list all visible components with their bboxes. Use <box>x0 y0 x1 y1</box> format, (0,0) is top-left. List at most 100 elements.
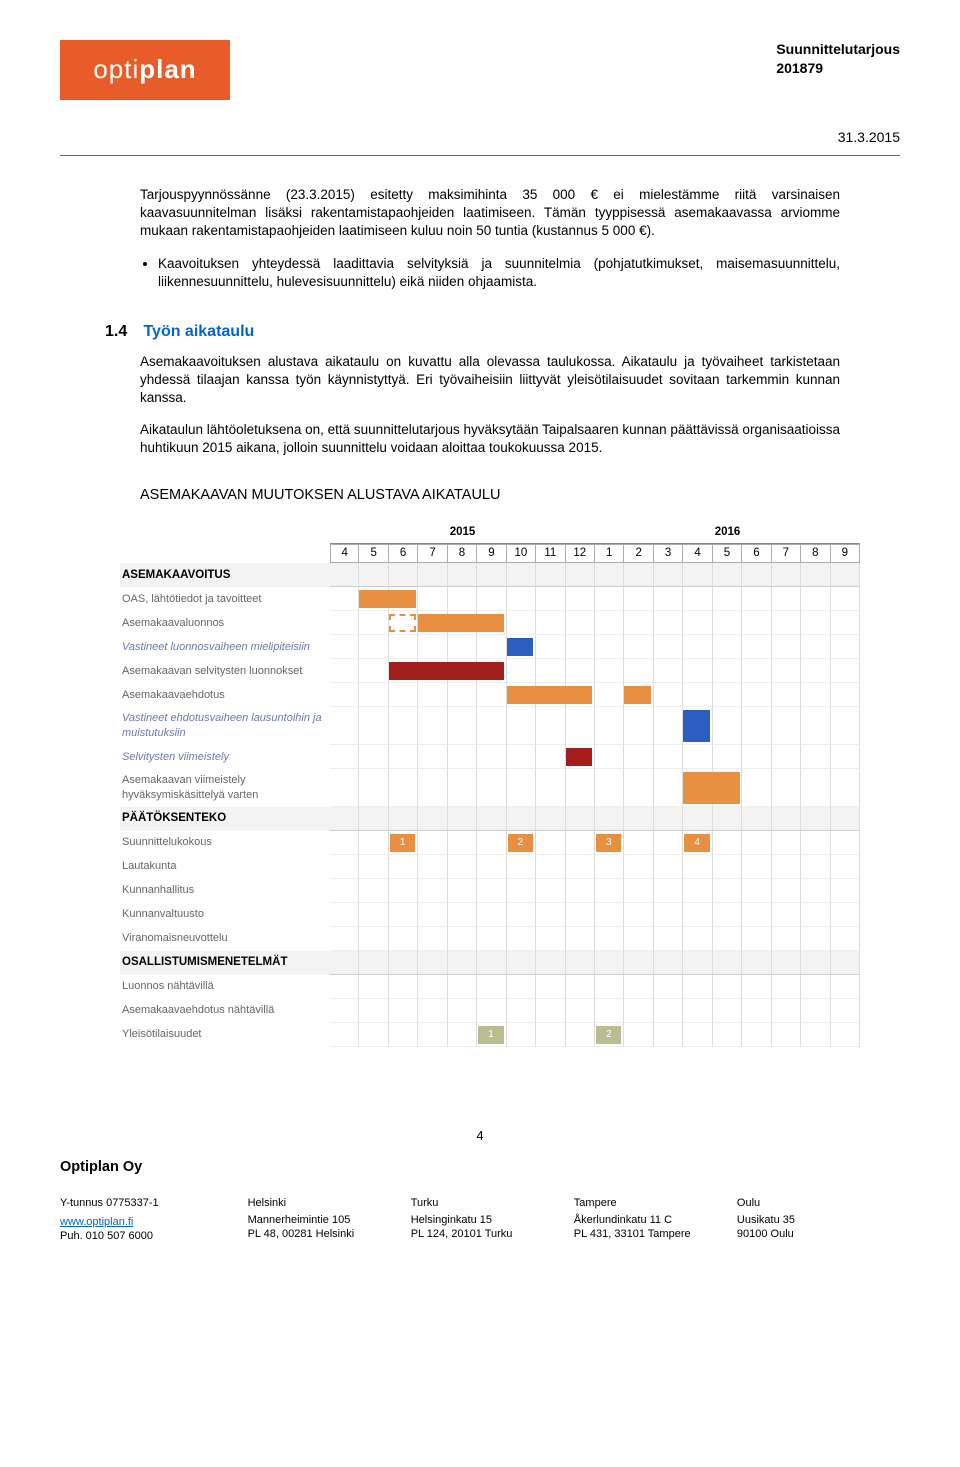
gantt-month: 7 <box>772 544 801 564</box>
gantt-bar <box>389 662 504 680</box>
gantt-row: Lautakunta <box>120 855 860 879</box>
gantt-row-label: Yleisötilaisuudet <box>120 1023 330 1047</box>
gantt-bar <box>566 748 593 766</box>
gantt-row: Kunnanvaltuusto <box>120 903 860 927</box>
gantt-month: 9 <box>477 544 506 564</box>
section-heading: 1.4 Työn aikataulu <box>105 321 900 343</box>
bullet-item: Kaavoituksen yhteydessä laadittavia selv… <box>158 255 840 291</box>
page-header: optiplan Suunnittelutarjous 201879 31.3.… <box>60 40 900 156</box>
gantt-month: 9 <box>831 544 860 564</box>
office-addr1: Åkerlundinkatu 11 C <box>574 1213 737 1228</box>
office-col: Tampere Åkerlundinkatu 11 C PL 431, 3310… <box>574 1196 737 1245</box>
company-info-col: Y-tunnus 0775337-1 www.optiplan.fi Puh. … <box>60 1196 248 1245</box>
gantt-milestone: 2 <box>508 834 533 852</box>
logo-text-bold: plan <box>139 52 196 87</box>
gantt-row-label: Kunnanhallitus <box>120 879 330 903</box>
gantt-title: ASEMAKAAVAN MUUTOKSEN ALUSTAVA AIKATAULU <box>140 486 900 506</box>
office-addr1: Helsinginkatu 15 <box>411 1213 574 1228</box>
office-addr2: PL 124, 20101 Turku <box>411 1227 574 1242</box>
gantt-bar <box>624 686 651 704</box>
office-city: Helsinki <box>248 1196 411 1211</box>
office-col: Turku Helsinginkatu 15 PL 124, 20101 Tur… <box>411 1196 574 1245</box>
section-body: Asemakaavoituksen alustava aikataulu on … <box>140 353 840 458</box>
gantt-section-title: OSALLISTUMISMENETELMÄT <box>120 951 330 975</box>
gantt-year: 2016 <box>595 523 860 543</box>
gantt-month: 8 <box>448 544 477 564</box>
bullet-list: Kaavoituksen yhteydessä laadittavia selv… <box>158 255 840 291</box>
gantt-milestone: 1 <box>478 1026 503 1044</box>
office-col: Helsinki Mannerheimintie 105 PL 48, 0028… <box>248 1196 411 1245</box>
offices-block: Y-tunnus 0775337-1 www.optiplan.fi Puh. … <box>60 1196 900 1245</box>
company-name: Optiplan Oy <box>60 1158 900 1178</box>
office-addr2: PL 48, 00281 Helsinki <box>248 1227 411 1242</box>
gantt-row-label: Selvitysten viimeistely <box>120 745 330 769</box>
gantt-row-label: Asemakaavaluonnos <box>120 611 330 635</box>
gantt-month: 8 <box>801 544 830 564</box>
gantt-row-label: Luonnos nähtävillä <box>120 975 330 999</box>
doc-number: 201879 <box>776 59 900 78</box>
office-city: Tampere <box>574 1196 737 1211</box>
gantt-row: Asemakaavaluonnos <box>120 611 860 635</box>
gantt-row: OAS, lähtötiedot ja tavoitteet <box>120 587 860 611</box>
office-city: Turku <box>411 1196 574 1211</box>
gantt-row-label: Asemakaavan selvitysten luonnokset <box>120 659 330 683</box>
gantt-row: Yleisötilaisuudet12 <box>120 1023 860 1047</box>
logo: optiplan <box>60 40 230 100</box>
phone: Puh. 010 507 6000 <box>60 1229 248 1244</box>
office-col: Oulu Uusikatu 35 90100 Oulu <box>737 1196 900 1245</box>
gantt-row: Luonnos nähtävillä <box>120 975 860 999</box>
gantt-month: 1 <box>595 544 624 564</box>
gantt-row-label: Asemakaavaehdotus <box>120 683 330 707</box>
doc-title: Suunnittelutarjous <box>776 40 900 59</box>
gantt-section-title: PÄÄTÖKSENTEKO <box>120 807 330 831</box>
gantt-row-label: Asemakaavaehdotus nähtävillä <box>120 999 330 1023</box>
gantt-month: 4 <box>683 544 712 564</box>
gantt-row: Asemakaavaehdotus <box>120 683 860 707</box>
gantt-month: 10 <box>507 544 536 564</box>
gantt-bar <box>683 710 710 742</box>
gantt-row: Selvitysten viimeistely <box>120 745 860 769</box>
gantt-month: 6 <box>742 544 771 564</box>
gantt-bar <box>359 590 415 608</box>
gantt-milestone: 4 <box>684 834 709 852</box>
office-city: Oulu <box>737 1196 900 1211</box>
section-number: 1.4 <box>105 321 139 343</box>
gantt-milestone: 3 <box>596 834 621 852</box>
gantt-row: Suunnittelukokous 1 2 3 4 <box>120 831 860 855</box>
gantt-section-head: PÄÄTÖKSENTEKO <box>120 807 860 831</box>
gantt-month: 4 <box>330 544 359 564</box>
body-text: Tarjouspyynnössänne (23.3.2015) esitetty… <box>140 186 840 291</box>
gantt-month: 7 <box>418 544 447 564</box>
website-link[interactable]: www.optiplan.fi <box>60 1216 133 1228</box>
gantt-month: 2 <box>624 544 653 564</box>
section-title: Työn aikataulu <box>143 323 254 340</box>
doc-meta: Suunnittelutarjous 201879 <box>776 40 900 78</box>
gantt-row-label: Vastineet luonnosvaiheen mielipiteisiin <box>120 635 330 659</box>
logo-text-light: opti <box>93 52 139 87</box>
gantt-row: Vastineet luonnosvaiheen mielipiteisiin <box>120 635 860 659</box>
gantt-month: 5 <box>713 544 742 564</box>
gantt-row-label: Lautakunta <box>120 855 330 879</box>
gantt-row: Asemakaavan selvitysten luonnokset <box>120 659 860 683</box>
office-addr1: Mannerheimintie 105 <box>248 1213 411 1228</box>
gantt-month: 5 <box>359 544 388 564</box>
gantt-row-label: Asemakaavan viimeistely hyväksymiskäsitt… <box>120 769 330 807</box>
office-addr2: 90100 Oulu <box>737 1227 900 1242</box>
gantt-row: Vastineet ehdotusvaiheen lausuntoihin ja… <box>120 707 860 745</box>
gantt-row: Asemakaavan viimeistely hyväksymiskäsitt… <box>120 769 860 807</box>
page-footer: 4 Optiplan Oy Y-tunnus 0775337-1 www.opt… <box>60 1127 900 1245</box>
gantt-section-head: ASEMAKAAVOITUS <box>120 563 860 587</box>
page-number: 4 <box>60 1127 900 1145</box>
ytunnus: Y-tunnus 0775337-1 <box>60 1196 248 1211</box>
gantt-month: 11 <box>536 544 565 564</box>
gantt-bar <box>418 614 504 632</box>
gantt-row: Viranomaisneuvottelu <box>120 927 860 951</box>
gantt-row-label: Suunnittelukokous <box>120 831 330 855</box>
gantt-bar <box>507 686 593 704</box>
gantt-bar <box>683 772 739 804</box>
office-addr1: Uusikatu 35 <box>737 1213 900 1228</box>
section-p1: Asemakaavoituksen alustava aikataulu on … <box>140 353 840 408</box>
gantt-milestone: 1 <box>390 834 415 852</box>
gantt-bar <box>507 638 534 656</box>
gantt-row: Asemakaavaehdotus nähtävillä <box>120 999 860 1023</box>
